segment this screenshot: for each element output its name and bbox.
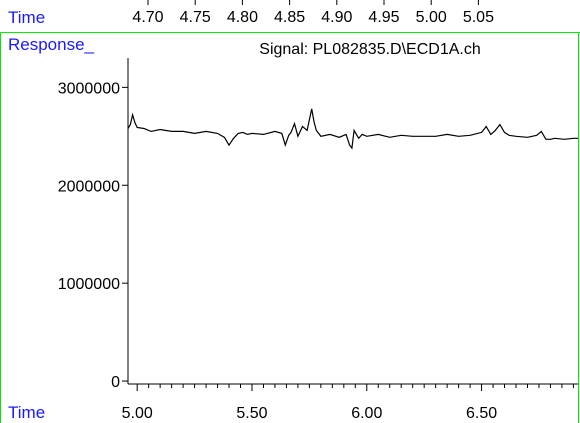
- y-tick-label: 1000000: [58, 276, 120, 293]
- top-tick-label: 4.95: [368, 9, 399, 26]
- top-time-strip: Time 4.70 4.75 4.80 4.85 4.90 4.95 5.00 5.05: [0, 0, 580, 33]
- panel-top-border: [0, 32, 580, 33]
- top-tick-label: 4.70: [132, 9, 163, 26]
- x-tick-label: 5.00: [122, 405, 153, 422]
- y-tick-label: 3000000: [58, 80, 120, 97]
- bottom-time-label: Time: [8, 403, 46, 422]
- top-tick-label: 4.75: [180, 9, 211, 26]
- panel-left-border: [0, 33, 1, 423]
- x-tick-label: 6.50: [466, 405, 497, 422]
- top-time-axis: 4.70 4.75 4.80 4.85 4.90 4.95 5.00 5.05: [132, 0, 494, 26]
- signal-trace: [127, 108, 578, 150]
- x-tick-label: 5.50: [236, 405, 267, 422]
- panel-right-border: [578, 33, 579, 423]
- y-tick-label: 2000000: [58, 178, 120, 195]
- top-tick-label: 4.90: [321, 9, 352, 26]
- y-tick-label: 0: [111, 374, 120, 391]
- chart-axes: 0 1000000 2000000 3000000 5.00 5.50 6.00 6.50: [58, 58, 578, 422]
- chart-title: Signal: PL082835.D\ECD1A.ch: [259, 41, 480, 58]
- top-tick-label: 5.05: [463, 9, 494, 26]
- x-tick-label: 6.00: [351, 405, 382, 422]
- response-label: Response_: [8, 35, 95, 54]
- top-tick-label: 4.80: [227, 9, 258, 26]
- top-tick-label: 5.00: [416, 9, 447, 26]
- top-tick-label: 4.85: [274, 9, 305, 26]
- top-time-label: Time: [8, 8, 46, 27]
